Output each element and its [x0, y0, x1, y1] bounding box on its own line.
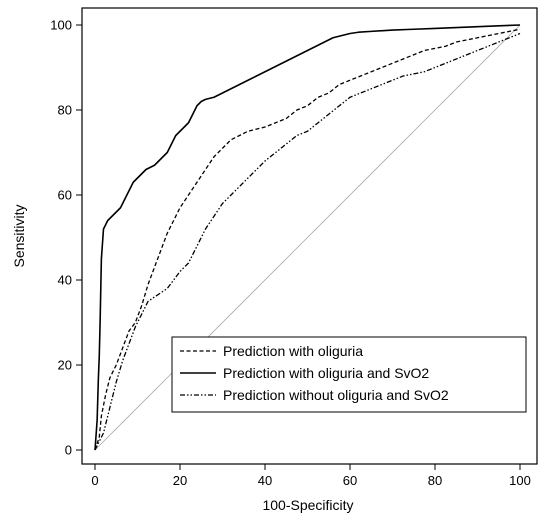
y-tick-label: 60 [58, 188, 72, 203]
y-tick-label: 0 [65, 443, 72, 458]
x-tick-label: 60 [343, 473, 357, 488]
legend-box [171, 336, 527, 413]
series-line-0 [94, 28, 521, 451]
x-tick-label: 80 [428, 473, 442, 488]
x-axis-title: 100-Specificity [262, 497, 353, 513]
reference-diagonal [94, 24, 521, 451]
reference-line [94, 24, 521, 451]
legend-label-oliguria: Prediction with oliguria [223, 343, 363, 359]
series-line-2 [94, 32, 521, 451]
y-tick-label: 80 [58, 103, 72, 118]
legend-label-oliguria-svo2: Prediction with oliguria and SvO2 [223, 365, 429, 381]
legend-label-without: Prediction without oliguria and SvO2 [223, 387, 449, 403]
y-axis: 0 20 40 60 80 100 [50, 18, 82, 458]
series-group [94, 24, 521, 451]
y-tick-label: 20 [58, 358, 72, 373]
x-tick-label: 40 [258, 473, 272, 488]
x-tick-label: 20 [173, 473, 187, 488]
x-tick-label: 0 [91, 473, 98, 488]
legend: Prediction with oliguria Prediction with… [171, 336, 527, 413]
plot-frame [81, 7, 538, 465]
y-tick-label: 40 [58, 273, 72, 288]
y-tick-label: 100 [50, 18, 72, 33]
x-tick-label: 100 [509, 473, 531, 488]
series-line-1 [94, 24, 521, 451]
y-axis-title: Sensitivity [11, 204, 27, 267]
x-axis: 0 20 40 60 80 100 [91, 464, 531, 488]
